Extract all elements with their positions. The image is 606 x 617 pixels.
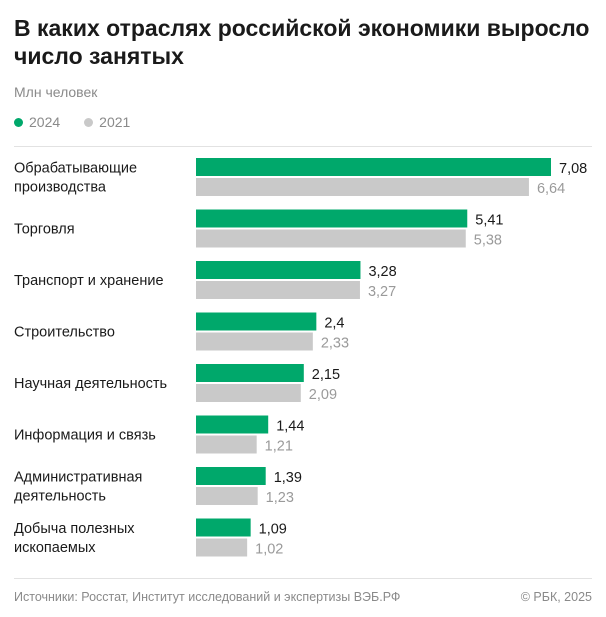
- legend-label-2021: 2021: [99, 114, 131, 130]
- category-label: Строительство: [14, 325, 115, 341]
- legend-item-2021: 2021: [84, 114, 130, 130]
- bar-2024: [196, 415, 269, 434]
- bar-2024: [196, 518, 251, 537]
- category-label: Транспорт и хранение: [14, 273, 164, 289]
- footer: Источники: Росстат, Институт исследовани…: [14, 590, 592, 604]
- value-label-2024: 7,08: [559, 161, 587, 177]
- bar-2024: [196, 261, 361, 279]
- bar-2024: [196, 312, 317, 331]
- category-label: Торговля: [14, 222, 75, 238]
- category-label: деятельность: [14, 489, 106, 505]
- value-label-2021: 2,09: [309, 387, 337, 403]
- bar-2021: [196, 538, 248, 557]
- bar-2021: [196, 178, 529, 196]
- bar-2024: [196, 364, 304, 382]
- legend-swatch-2024: [14, 117, 23, 127]
- bar-2021: [196, 435, 257, 454]
- value-label-2024: 1,44: [276, 419, 304, 435]
- value-label-2021: 1,23: [266, 490, 294, 506]
- category-label: Информация и связь: [14, 428, 156, 444]
- value-label-2024: 5,41: [475, 213, 503, 229]
- bar-2024: [196, 467, 266, 485]
- category-label: Административная: [14, 470, 142, 486]
- copyright: © РБК, 2025: [520, 590, 592, 604]
- chart-title: В каких отраслях российской экономики вы…: [14, 15, 590, 69]
- bar-2021: [196, 487, 258, 505]
- value-label-2021: 6,64: [537, 181, 565, 197]
- category-label: производства: [14, 180, 107, 196]
- category-label: Добыча полезных: [14, 521, 135, 537]
- bottom-divider: [14, 578, 592, 579]
- value-label-2024: 2,15: [312, 367, 340, 383]
- legend: 2024 2021: [14, 114, 130, 130]
- legend-swatch-2021: [84, 117, 94, 127]
- bar-2024: [196, 158, 551, 176]
- bar-2021: [196, 229, 466, 248]
- bar-2021: [196, 332, 313, 351]
- value-label-2024: 1,39: [274, 470, 302, 486]
- value-label-2021: 5,38: [474, 233, 502, 249]
- legend-item-2024: 2024: [14, 114, 60, 130]
- value-label-2021: 2,33: [321, 336, 349, 352]
- value-label-2024: 1,09: [259, 522, 287, 538]
- chart-subtitle: Млн человек: [14, 84, 98, 100]
- category-label: Обрабатывающие: [14, 161, 137, 177]
- value-label-2024: 2,4: [324, 316, 344, 332]
- value-label-2024: 3,28: [368, 264, 396, 280]
- value-label-2021: 1,21: [265, 439, 293, 455]
- top-divider: [14, 146, 592, 147]
- bar-2021: [196, 281, 360, 299]
- bar-2021: [196, 384, 301, 402]
- bar-chart: Обрабатывающие производства 7,08 6,64 Торгов…: [14, 158, 587, 558]
- value-label-2021: 3,27: [368, 284, 396, 300]
- category-label: Научная деятельность: [14, 376, 167, 392]
- bar-2024: [196, 209, 468, 228]
- category-label: ископаемых: [14, 540, 96, 556]
- value-label-2021: 1,02: [255, 542, 283, 558]
- source-note: Источники: Росстат, Институт исследовани…: [14, 590, 401, 604]
- legend-label-2024: 2024: [29, 114, 61, 130]
